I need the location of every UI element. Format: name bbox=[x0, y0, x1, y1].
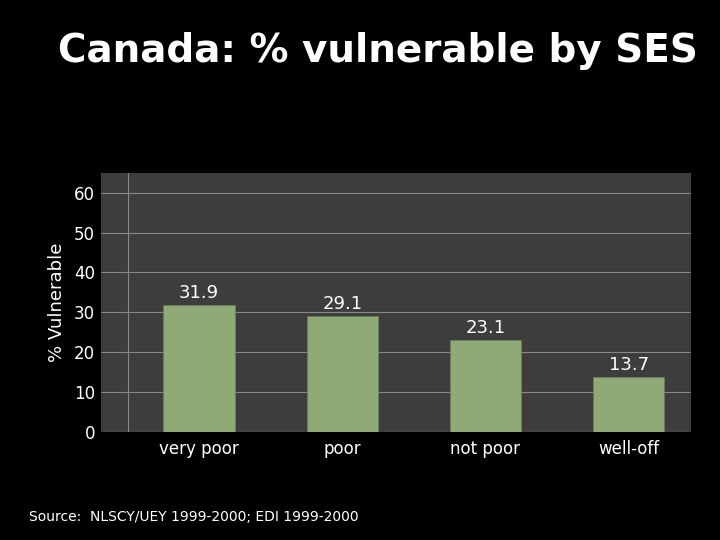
Bar bbox=[307, 316, 378, 432]
Bar bbox=[450, 340, 521, 432]
Bar bbox=[593, 377, 665, 432]
Text: 13.7: 13.7 bbox=[608, 356, 649, 374]
Text: Source:  NLSCY/UEY 1999-2000; EDI 1999-2000: Source: NLSCY/UEY 1999-2000; EDI 1999-20… bbox=[29, 510, 359, 524]
Y-axis label: % Vulnerable: % Vulnerable bbox=[48, 242, 66, 362]
Bar bbox=[163, 305, 235, 432]
Text: Canada: % vulnerable by SES: Canada: % vulnerable by SES bbox=[58, 32, 698, 70]
Text: 31.9: 31.9 bbox=[179, 284, 220, 302]
Text: 29.1: 29.1 bbox=[323, 295, 362, 313]
Text: 23.1: 23.1 bbox=[465, 319, 505, 337]
